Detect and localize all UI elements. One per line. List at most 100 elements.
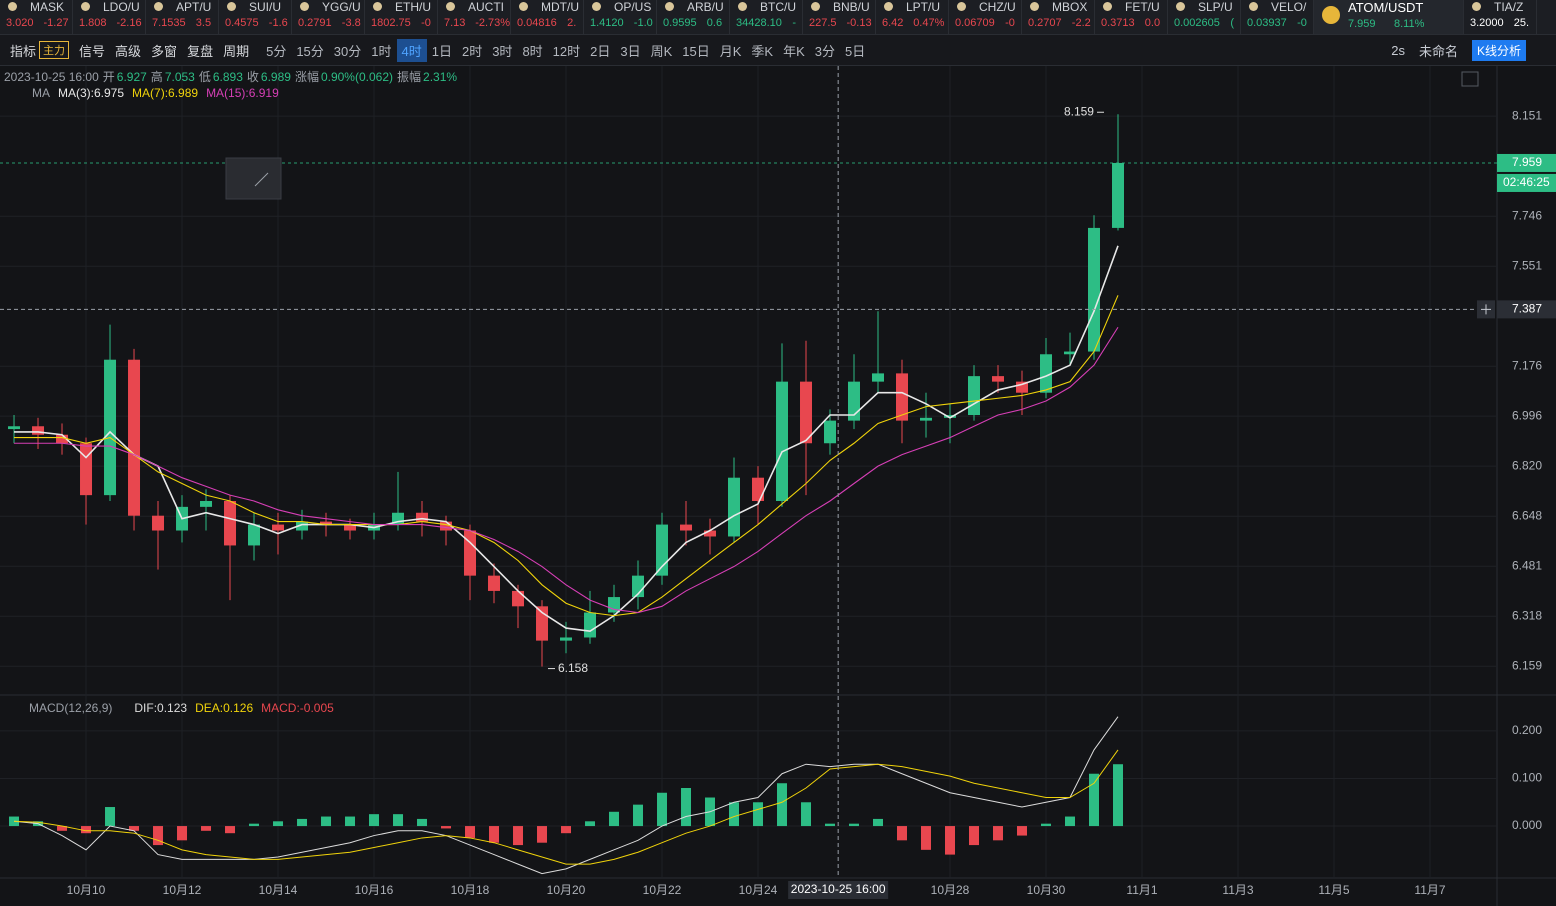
- ticker-item[interactable]: ATOM/USDT 7.959 8.11%: [1314, 0, 1464, 34]
- ticker-item[interactable]: VELO/0.03937 -0: [1241, 0, 1314, 34]
- ticker-item[interactable]: ETH/U 1802.75 -0: [365, 0, 438, 34]
- interval[interactable]: 季K: [751, 43, 774, 59]
- interval[interactable]: 2日: [590, 43, 611, 59]
- tool[interactable]: 周期: [223, 43, 250, 59]
- coin-icon: [1322, 6, 1340, 24]
- ticker-item[interactable]: BNB/U 227.5 -0.13: [803, 0, 876, 34]
- field-value: 6.893: [212, 70, 243, 84]
- tool[interactable]: 多窗: [151, 43, 178, 59]
- candle-body: [896, 373, 909, 421]
- legend-entry: MA(7):6.989: [132, 86, 199, 100]
- macd-bar: [585, 821, 596, 827]
- interval[interactable]: 12时: [552, 43, 581, 59]
- coin-icon: [592, 2, 601, 11]
- interval[interactable]: 年K: [783, 43, 805, 59]
- coin-icon: [811, 2, 820, 11]
- x-tick-label: 10月30: [1027, 883, 1066, 897]
- candle-body: [776, 381, 789, 501]
- fullscreen-icon[interactable]: [1461, 71, 1479, 87]
- interval[interactable]: 2时: [461, 43, 483, 59]
- tool[interactable]: 信号: [79, 43, 106, 59]
- candle-body: [1015, 381, 1028, 393]
- tool[interactable]: 复盘: [187, 43, 214, 59]
- ticker-item[interactable]: OP/US 1.4120 -1.0: [584, 0, 657, 34]
- macd-bar: [993, 826, 1003, 841]
- legend-entry: DIF:0.123: [134, 701, 188, 715]
- interval[interactable]: 8时: [522, 43, 543, 59]
- field-label: 开: [102, 70, 115, 84]
- toolbar-right[interactable]: 2s: [1391, 42, 1405, 58]
- interval[interactable]: 5分: [266, 43, 287, 59]
- x-tick-label: 10月20: [547, 883, 586, 897]
- ticker-change: -1.27: [43, 17, 69, 29]
- ticker-item[interactable]: CHZ/U 0.06709 -0: [949, 0, 1022, 34]
- candle-body: [344, 524, 357, 531]
- macd-bar: [873, 818, 884, 827]
- interval[interactable]: 5日: [845, 43, 866, 59]
- interval[interactable]: 3日: [620, 43, 641, 59]
- macd-bar: [657, 792, 668, 827]
- ticker-change: -1.0: [633, 17, 653, 29]
- x-tick-label: 11月3: [1222, 883, 1253, 897]
- macd-bar: [1064, 816, 1075, 827]
- field-label: 低: [198, 70, 211, 84]
- x-tick-label: 10月14: [259, 883, 298, 897]
- ticker-item[interactable]: LPT/U 6.42 0.47%: [876, 0, 949, 34]
- ticker-price: 7.13: [444, 17, 466, 29]
- draw-tool[interactable]: [225, 157, 282, 200]
- ticker-item[interactable]: LDO/U 1.808 -2.16: [73, 0, 146, 34]
- ticker-item[interactable]: MBOX 0.2707 -2.2: [1022, 0, 1095, 34]
- ticker-item[interactable]: TIA/Z 3.2000 25.: [1464, 0, 1537, 34]
- candle-body: [920, 417, 933, 421]
- coin-icon: [665, 2, 674, 11]
- ticker-price: 3.020: [6, 17, 34, 29]
- plus-icon: [1481, 304, 1491, 315]
- toolbar: 指标 主力 信号 高级 多窗 复盘 周期 5分 15分 30分 1时 4时 1日 2时 3时 8时 12时 2日 3…: [0, 35, 1556, 66]
- ticker-item[interactable]: BTC/U 34428.10-: [730, 0, 803, 34]
- macd-bar: [441, 826, 452, 829]
- coin-icon: [1030, 2, 1039, 11]
- tool[interactable]: 主力: [39, 41, 70, 59]
- y-tick-label: 6.996: [1512, 408, 1542, 422]
- interval[interactable]: 3时: [492, 43, 513, 59]
- ticker-item[interactable]: YGG/U 0.2791 -3.8: [292, 0, 365, 34]
- ticker-item[interactable]: SUI/U 0.4575 -1.6: [219, 0, 292, 34]
- y-tick-label: 7.176: [1512, 358, 1542, 372]
- coin-icon: [154, 2, 163, 11]
- macd-bar: [393, 814, 404, 827]
- macd-bar: [609, 811, 620, 827]
- candle-body: [224, 500, 237, 546]
- ticker-symbol: APT/U: [176, 0, 212, 14]
- coin-icon: [373, 2, 382, 11]
- candle-body: [1039, 354, 1052, 393]
- ticker-item[interactable]: FET/U 0.3713 0.0: [1095, 0, 1168, 34]
- macd-bar: [489, 826, 500, 843]
- ticker-item[interactable]: ARB/U 0.9595 0.6: [657, 0, 730, 34]
- ticker-item[interactable]: MASK 3.020 -1.27: [0, 0, 73, 34]
- coin-icon: [1103, 2, 1112, 11]
- ticker-item[interactable]: AUCTI 7.13 -2.73%: [438, 0, 511, 34]
- ticker-item[interactable]: SLP/U 0.002605 (: [1168, 0, 1241, 34]
- interval[interactable]: 1日: [431, 43, 452, 59]
- tool[interactable]: 高级: [115, 43, 142, 59]
- macd-bar: [801, 802, 812, 827]
- interval[interactable]: 月K: [719, 43, 742, 59]
- toolbar-right[interactable]: 未命名: [1418, 43, 1458, 59]
- toolbar-right[interactable]: K线分析: [1471, 39, 1526, 61]
- interval[interactable]: 1时: [371, 43, 392, 59]
- interval[interactable]: 15分: [296, 43, 324, 59]
- interval[interactable]: 周K: [650, 43, 673, 59]
- candle-body: [80, 443, 93, 496]
- interval[interactable]: 4时: [396, 38, 427, 62]
- interval[interactable]: 15日: [682, 43, 710, 59]
- ticker-item[interactable]: APT/U 7.1535 3.5: [146, 0, 219, 34]
- low-label: 6.158: [558, 661, 588, 675]
- x-tick-label: 10月10: [67, 883, 106, 897]
- candle-body: [104, 359, 117, 496]
- interval[interactable]: 3分: [814, 43, 835, 59]
- ticker-change: 2.: [567, 17, 577, 29]
- interval[interactable]: 30分: [333, 43, 362, 59]
- tool[interactable]: 指标: [10, 43, 37, 59]
- candle-body: [1063, 351, 1076, 355]
- ticker-item[interactable]: MDT/U 0.04816 2.: [511, 0, 584, 34]
